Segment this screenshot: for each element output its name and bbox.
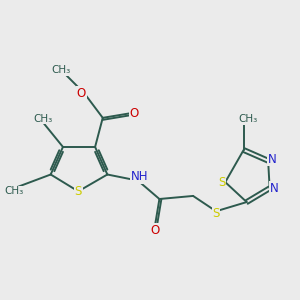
Text: N: N — [267, 153, 276, 166]
Text: O: O — [150, 224, 159, 237]
Text: S: S — [212, 207, 220, 220]
Text: O: O — [130, 107, 139, 120]
Text: CH₃: CH₃ — [33, 114, 53, 124]
Text: CH₃: CH₃ — [4, 186, 24, 196]
Text: CH₃: CH₃ — [238, 114, 258, 124]
Text: CH₃: CH₃ — [52, 65, 71, 75]
Text: O: O — [77, 87, 86, 100]
Text: NH: NH — [131, 170, 148, 184]
Text: S: S — [75, 185, 82, 198]
Text: S: S — [218, 176, 226, 189]
Text: N: N — [270, 182, 279, 195]
